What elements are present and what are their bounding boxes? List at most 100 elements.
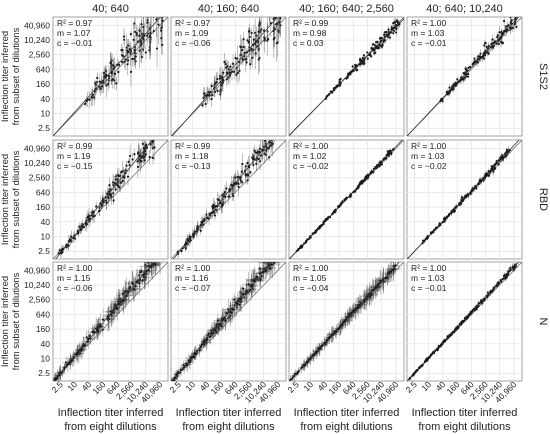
data-point [458, 79, 461, 82]
data-point [379, 40, 382, 43]
data-point [124, 169, 127, 172]
data-point [113, 182, 116, 185]
data-point [149, 8, 151, 10]
data-point [239, 176, 242, 179]
data-point [143, 148, 146, 151]
data-point [493, 163, 496, 167]
data-point [349, 71, 353, 74]
data-point [378, 37, 382, 40]
data-point [262, 29, 266, 32]
data-point [245, 290, 248, 293]
data-point [345, 196, 349, 199]
data-point [511, 26, 514, 30]
data-point [303, 364, 306, 367]
data-point [293, 374, 296, 378]
stat-r2: R² = 0.99 [293, 18, 328, 28]
data-point [176, 250, 179, 254]
data-point [133, 288, 136, 291]
data-point [339, 78, 342, 81]
data-point [120, 171, 123, 174]
data-point [275, 2, 277, 4]
data-point [127, 160, 130, 163]
column-header: 40; 640 [92, 3, 129, 15]
data-point [357, 303, 360, 307]
stat-r2: R² = 0.99 [57, 141, 92, 151]
data-point [498, 31, 501, 34]
data-point [144, 51, 147, 54]
data-point [426, 234, 429, 238]
data-point [258, 151, 261, 154]
data-point [223, 316, 226, 319]
data-point [269, 22, 272, 25]
stat-intercept: c = −0.06 [57, 283, 93, 293]
data-point [272, 29, 275, 33]
data-point [211, 211, 214, 215]
data-point [370, 170, 373, 173]
data-point [117, 302, 121, 306]
data-point [276, 9, 278, 11]
data-point [159, 29, 163, 32]
data-point [443, 220, 446, 223]
data-point [215, 330, 218, 333]
data-point [354, 190, 357, 193]
data-point [193, 233, 196, 236]
data-point [186, 237, 189, 241]
data-point [185, 364, 188, 367]
data-point [273, 262, 276, 265]
data-point [395, 19, 399, 22]
data-point [513, 20, 517, 23]
data-point [224, 319, 227, 322]
data-point [184, 362, 188, 365]
data-point [448, 91, 451, 94]
data-point [370, 291, 373, 295]
data-point [124, 58, 127, 61]
data-point [301, 244, 304, 248]
data-point [468, 65, 472, 68]
data-point [219, 88, 222, 91]
data-point [217, 323, 221, 326]
data-point [239, 299, 242, 302]
data-point [265, 269, 268, 272]
data-point [102, 318, 105, 321]
data-point [70, 235, 73, 238]
stat-intercept: c = −0.06 [175, 38, 211, 48]
data-point [455, 206, 458, 209]
column-header: 40; 160; 640; 2,560 [299, 3, 394, 15]
data-point [145, 269, 148, 273]
data-point [325, 338, 329, 341]
stat-intercept: c = −0.01 [57, 38, 93, 48]
data-point [214, 81, 218, 84]
data-point [276, 14, 278, 16]
data-point [374, 165, 377, 169]
data-point [324, 343, 327, 346]
data-point [117, 174, 121, 178]
data-point [384, 39, 387, 42]
data-point [161, 19, 164, 22]
data-point [257, 58, 260, 61]
data-point [206, 93, 209, 97]
data-point [135, 280, 138, 283]
data-point [145, 8, 147, 10]
data-point [132, 38, 135, 41]
data-point [500, 40, 503, 43]
data-point [89, 217, 92, 220]
data-point [376, 164, 379, 167]
data-point [84, 102, 87, 106]
data-point [275, 23, 278, 26]
stat-slope: m = 0.98 [293, 28, 327, 38]
data-point [234, 182, 238, 186]
data-point [466, 193, 469, 196]
data-point [485, 45, 488, 49]
stat-intercept: c = −0.13 [175, 161, 211, 171]
stat-r2: R² = 1.00 [293, 141, 328, 151]
data-point [117, 70, 120, 74]
data-point [464, 195, 468, 198]
data-point [209, 90, 213, 94]
data-point [495, 42, 498, 45]
data-point [235, 73, 238, 76]
data-point [171, 379, 174, 381]
data-point [494, 167, 497, 170]
data-point [258, 22, 261, 26]
data-point [107, 82, 110, 86]
data-point [332, 211, 335, 214]
